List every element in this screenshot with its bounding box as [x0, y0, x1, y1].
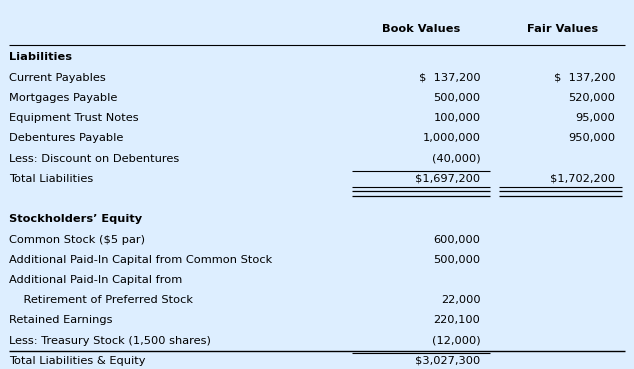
- Text: (12,000): (12,000): [432, 336, 481, 346]
- Text: Liabilities: Liabilities: [9, 52, 72, 62]
- Text: Less: Treasury Stock (1,500 shares): Less: Treasury Stock (1,500 shares): [9, 336, 211, 346]
- Text: 520,000: 520,000: [569, 93, 616, 103]
- Text: Retained Earnings: Retained Earnings: [9, 315, 113, 325]
- Text: Book Values: Book Values: [382, 24, 460, 34]
- Text: Common Stock ($5 par): Common Stock ($5 par): [9, 235, 145, 245]
- Text: Less: Discount on Debentures: Less: Discount on Debentures: [9, 154, 179, 163]
- Text: Retirement of Preferred Stock: Retirement of Preferred Stock: [9, 295, 193, 305]
- Text: 95,000: 95,000: [576, 113, 616, 123]
- Text: 220,100: 220,100: [434, 315, 481, 325]
- Text: Mortgages Payable: Mortgages Payable: [9, 93, 117, 103]
- Text: Additional Paid-In Capital from: Additional Paid-In Capital from: [9, 275, 183, 285]
- Text: Total Liabilities & Equity: Total Liabilities & Equity: [9, 356, 146, 366]
- Text: $3,027,300: $3,027,300: [415, 356, 481, 366]
- Text: Equipment Trust Notes: Equipment Trust Notes: [9, 113, 139, 123]
- Text: Current Payables: Current Payables: [9, 73, 106, 83]
- Text: Additional Paid-In Capital from Common Stock: Additional Paid-In Capital from Common S…: [9, 255, 273, 265]
- Text: 100,000: 100,000: [433, 113, 481, 123]
- Text: 600,000: 600,000: [434, 235, 481, 245]
- Text: $  137,200: $ 137,200: [554, 73, 616, 83]
- Text: Fair Values: Fair Values: [526, 24, 598, 34]
- Text: 1,000,000: 1,000,000: [422, 133, 481, 144]
- Text: 500,000: 500,000: [433, 93, 481, 103]
- Text: $  137,200: $ 137,200: [419, 73, 481, 83]
- Text: 500,000: 500,000: [433, 255, 481, 265]
- Text: (40,000): (40,000): [432, 154, 481, 163]
- Text: Stockholders’ Equity: Stockholders’ Equity: [9, 214, 142, 224]
- Text: Total Liabilities: Total Liabilities: [9, 174, 93, 184]
- Text: 22,000: 22,000: [441, 295, 481, 305]
- Text: Debentures Payable: Debentures Payable: [9, 133, 124, 144]
- Text: $1,702,200: $1,702,200: [550, 174, 616, 184]
- Text: $1,697,200: $1,697,200: [415, 174, 481, 184]
- Text: 950,000: 950,000: [569, 133, 616, 144]
